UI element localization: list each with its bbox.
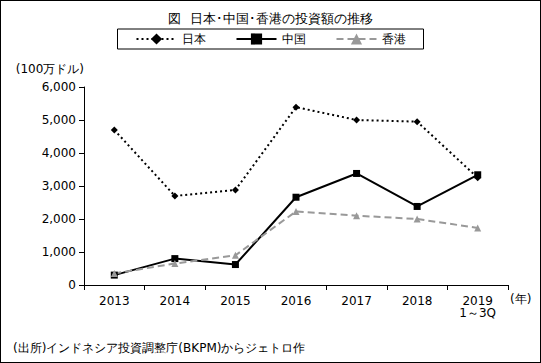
svg-text:6,000: 6,000 — [42, 80, 76, 94]
svg-text:2013: 2013 — [99, 294, 130, 308]
svg-text:2018: 2018 — [402, 294, 433, 308]
svg-text:(100万ドル): (100万ドル) — [16, 62, 84, 76]
svg-text:4,000: 4,000 — [42, 146, 76, 160]
svg-text:1,000: 1,000 — [42, 245, 76, 259]
svg-text:(出所)インドネシア投資調整庁(BKPM)からジェトロ作: (出所)インドネシア投資調整庁(BKPM)からジェトロ作 — [13, 341, 305, 355]
svg-text:日本: 日本 — [182, 32, 206, 46]
svg-text:2014: 2014 — [160, 294, 191, 308]
svg-text:5,000: 5,000 — [42, 113, 76, 127]
svg-text:2016: 2016 — [281, 294, 312, 308]
svg-text:(年): (年) — [510, 292, 531, 306]
svg-text:3,000: 3,000 — [42, 179, 76, 193]
svg-text:0: 0 — [68, 278, 76, 292]
svg-text:図 日本･中国･香港の投資額の推移: 図 日本･中国･香港の投資額の推移 — [168, 11, 372, 26]
svg-text:2017: 2017 — [341, 294, 372, 308]
svg-text:1～3Q: 1～3Q — [459, 306, 496, 320]
svg-text:2019: 2019 — [462, 294, 493, 308]
svg-text:香港: 香港 — [382, 32, 406, 46]
svg-text:中国: 中国 — [282, 32, 306, 46]
svg-text:2015: 2015 — [220, 294, 251, 308]
svg-text:2,000: 2,000 — [42, 212, 76, 226]
